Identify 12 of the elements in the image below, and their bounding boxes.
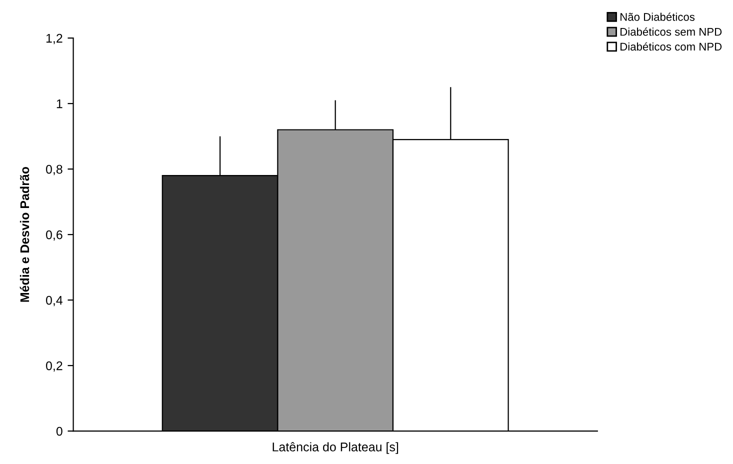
legend-label: Diabéticos com NPD: [620, 42, 722, 51]
y-tick-label: 1,2: [46, 34, 62, 44]
x-tick-label: Latência do Plateau [s]: [272, 442, 398, 454]
y-tick-label: 0: [56, 426, 62, 436]
legend-label: Não Diabéticos: [620, 12, 695, 21]
y-tick-label: 0,4: [46, 296, 63, 306]
y-tick-label: 1: [56, 99, 62, 108]
y-tick-label: 0,2: [46, 361, 62, 372]
legend-label: Diabéticos sem NPD: [620, 27, 722, 36]
y-tick-label: 0,8: [46, 164, 62, 176]
y-axis-title: Média e Desvio Padrão: [20, 166, 30, 302]
y-tick-label: 0,6: [46, 230, 62, 241]
